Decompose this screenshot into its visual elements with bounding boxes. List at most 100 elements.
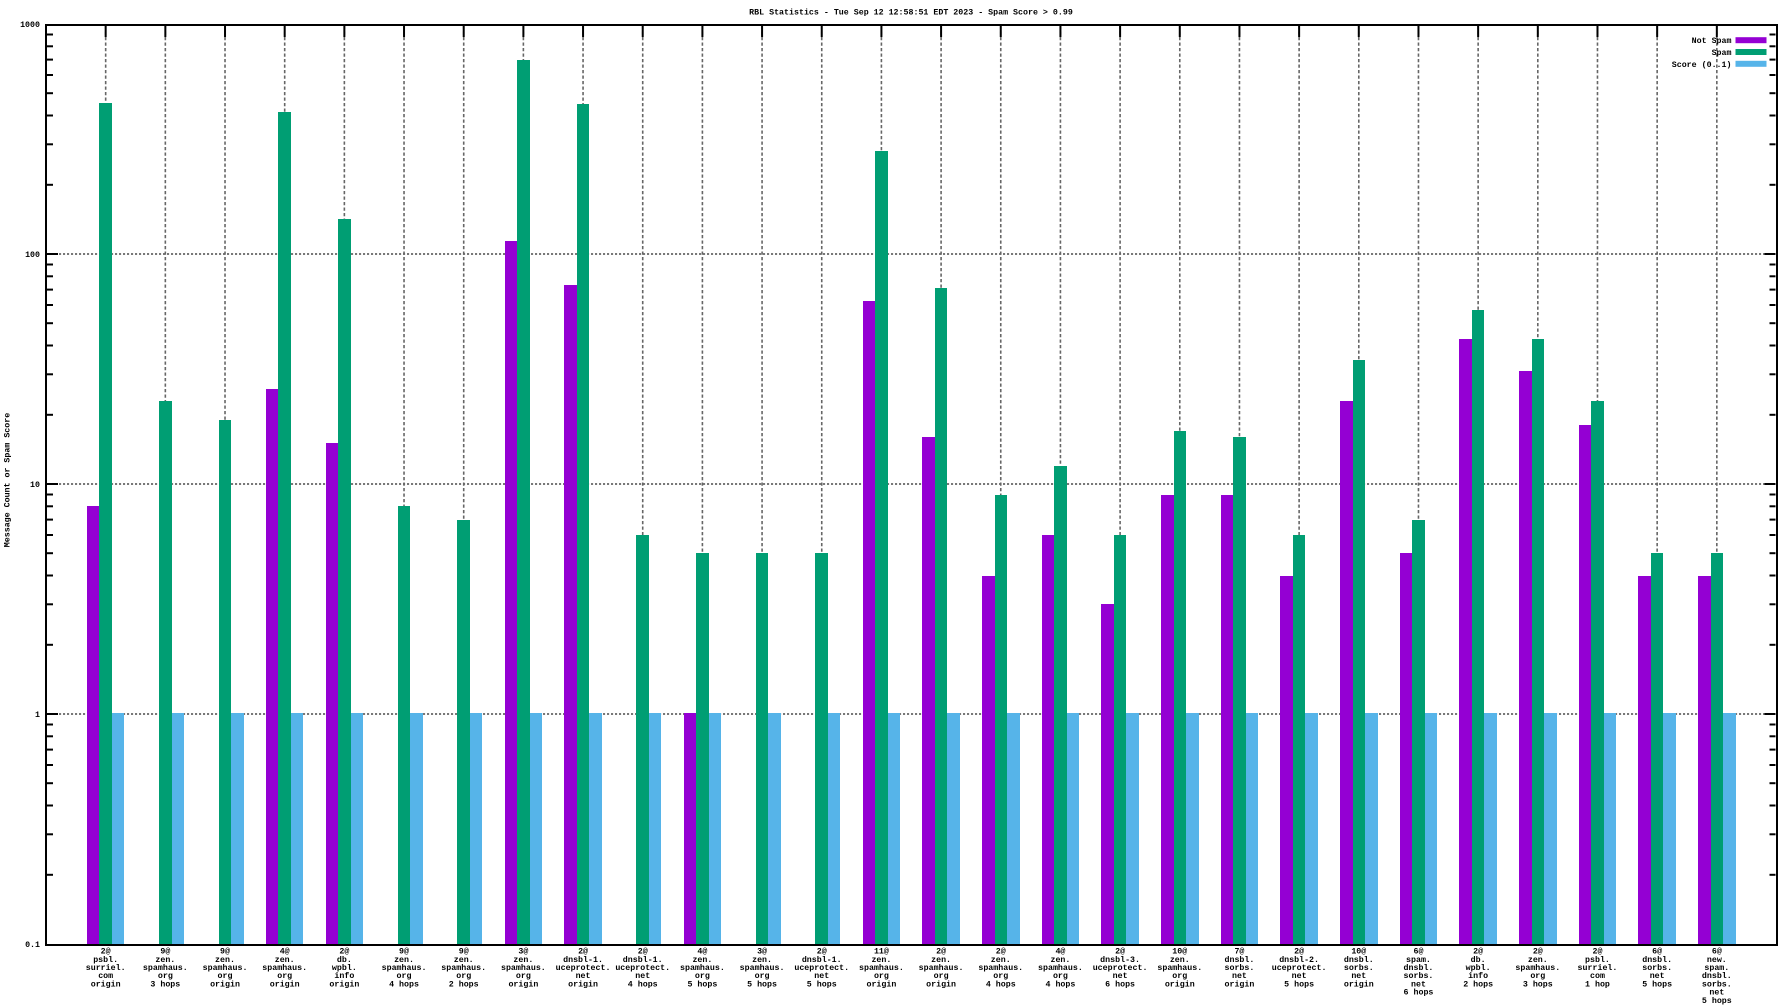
svg-text:spamhaus.: spamhaus. xyxy=(919,963,964,973)
svg-text:spamhaus.: spamhaus. xyxy=(203,963,248,973)
svg-text:6@: 6@ xyxy=(1413,947,1423,957)
svg-text:sorbs.: sorbs. xyxy=(1344,963,1374,973)
svg-text:6@: 6@ xyxy=(1652,947,1662,957)
svg-text:10: 10 xyxy=(30,481,40,490)
svg-text:zen.: zen. xyxy=(394,956,414,965)
svg-text:net: net xyxy=(814,972,829,981)
svg-text:info: info xyxy=(334,971,354,981)
svg-text:dnsbl-1.: dnsbl-1. xyxy=(623,955,663,965)
svg-text:5 hops: 5 hops xyxy=(687,979,717,989)
svg-text:zen.: zen. xyxy=(454,956,474,965)
svg-text:net: net xyxy=(1113,972,1128,981)
svg-text:db.: db. xyxy=(1471,955,1486,965)
svg-text:spamhaus.: spamhaus. xyxy=(1157,963,1202,973)
svg-text:10@: 10@ xyxy=(1351,947,1366,957)
svg-text:6 hops: 6 hops xyxy=(1404,988,1434,998)
svg-text:surriel.: surriel. xyxy=(1578,963,1618,973)
svg-text:org: org xyxy=(277,972,292,981)
svg-text:dnsbl.: dnsbl. xyxy=(1642,955,1672,965)
svg-text:new.: new. xyxy=(1707,956,1727,965)
svg-text:5 hops: 5 hops xyxy=(1642,979,1672,989)
svg-text:Message Count or Spam Score: Message Count or Spam Score xyxy=(4,413,13,547)
svg-text:zen.: zen. xyxy=(1170,956,1190,965)
svg-text:psbl.: psbl. xyxy=(1585,955,1610,965)
svg-text:2@: 2@ xyxy=(817,947,827,957)
svg-text:zen.: zen. xyxy=(692,956,712,965)
svg-text:zen.: zen. xyxy=(871,956,891,965)
svg-text:uceprotect.: uceprotect. xyxy=(615,964,670,973)
svg-text:com: com xyxy=(98,972,113,981)
svg-text:1: 1 xyxy=(35,711,40,720)
svg-text:org: org xyxy=(755,972,770,981)
svg-text:psbl.: psbl. xyxy=(93,955,118,965)
svg-text:2@: 2@ xyxy=(638,947,648,957)
svg-text:4 hops: 4 hops xyxy=(628,979,658,989)
svg-text:zen.: zen. xyxy=(991,956,1011,965)
svg-text:dnsbl-3.: dnsbl-3. xyxy=(1100,955,1140,965)
svg-text:4 hops: 4 hops xyxy=(389,979,419,989)
svg-text:3@: 3@ xyxy=(518,947,528,957)
svg-text:net: net xyxy=(1232,972,1247,981)
svg-text:4 hops: 4 hops xyxy=(1045,979,1075,989)
svg-text:db.: db. xyxy=(337,955,352,965)
svg-text:org: org xyxy=(158,972,173,981)
svg-text:origin: origin xyxy=(1165,979,1195,989)
svg-text:dnsbl.: dnsbl. xyxy=(1344,955,1374,965)
svg-text:zen.: zen. xyxy=(1050,956,1070,965)
svg-text:net: net xyxy=(1411,980,1426,989)
svg-text:10@: 10@ xyxy=(1172,947,1187,957)
svg-text:spam.: spam. xyxy=(1704,964,1729,973)
svg-text:2 hops: 2 hops xyxy=(1463,979,1493,989)
svg-text:5 hops: 5 hops xyxy=(1702,996,1732,1006)
svg-text:Not Spam: Not Spam xyxy=(1692,37,1732,46)
svg-text:Score (0..1): Score (0..1) xyxy=(1672,60,1732,70)
svg-text:spamhaus.: spamhaus. xyxy=(859,963,904,973)
svg-text:net: net xyxy=(1650,972,1665,981)
svg-text:info: info xyxy=(1468,971,1488,981)
svg-text:spamhaus.: spamhaus. xyxy=(978,963,1023,973)
svg-text:org: org xyxy=(218,972,233,981)
svg-text:Spam: Spam xyxy=(1712,49,1732,58)
svg-text:dnsbl-1.: dnsbl-1. xyxy=(802,955,842,965)
svg-text:uceprotect.: uceprotect. xyxy=(1093,964,1148,973)
svg-text:org: org xyxy=(397,972,412,981)
svg-text:7@: 7@ xyxy=(1234,947,1244,957)
svg-text:2@: 2@ xyxy=(339,947,349,957)
svg-text:org: org xyxy=(1172,972,1187,981)
svg-text:1000: 1000 xyxy=(20,21,40,30)
svg-text:sorbs.: sorbs. xyxy=(1404,971,1434,981)
svg-text:origin: origin xyxy=(866,979,896,989)
svg-text:origin: origin xyxy=(926,979,956,989)
svg-text:dnsbl.: dnsbl. xyxy=(1404,963,1434,973)
svg-text:dnsbl-1.: dnsbl-1. xyxy=(563,955,603,965)
svg-text:uceprotect.: uceprotect. xyxy=(1272,964,1327,973)
svg-text:2@: 2@ xyxy=(1473,947,1483,957)
svg-text:origin: origin xyxy=(568,979,598,989)
svg-text:wpbl.: wpbl. xyxy=(1466,963,1491,973)
svg-text:100: 100 xyxy=(25,251,40,260)
svg-text:sorbs.: sorbs. xyxy=(1702,979,1732,989)
svg-text:zen.: zen. xyxy=(513,956,533,965)
svg-text:org: org xyxy=(874,972,889,981)
svg-text:0.1: 0.1 xyxy=(25,941,40,950)
svg-text:origin: origin xyxy=(1344,979,1374,989)
svg-text:zen.: zen. xyxy=(931,956,951,965)
svg-text:spamhaus.: spamhaus. xyxy=(1038,963,1083,973)
svg-text:origin: origin xyxy=(270,979,300,989)
svg-text:2@: 2@ xyxy=(101,947,111,957)
svg-text:9@: 9@ xyxy=(220,947,230,957)
svg-text:spamhaus.: spamhaus. xyxy=(441,963,486,973)
svg-text:org: org xyxy=(695,972,710,981)
svg-text:1 hop: 1 hop xyxy=(1585,979,1610,989)
svg-text:origin: origin xyxy=(1225,979,1255,989)
svg-text:zen.: zen. xyxy=(215,956,235,965)
svg-text:spamhaus.: spamhaus. xyxy=(680,963,725,973)
svg-text:6 hops: 6 hops xyxy=(1105,979,1135,989)
svg-text:zen.: zen. xyxy=(752,956,772,965)
svg-text:9@: 9@ xyxy=(459,947,469,957)
svg-text:net: net xyxy=(1709,989,1724,998)
svg-text:11@: 11@ xyxy=(874,947,889,957)
svg-text:3@: 3@ xyxy=(757,947,767,957)
svg-text:dnsbl.: dnsbl. xyxy=(1702,971,1732,981)
svg-text:2@: 2@ xyxy=(578,947,588,957)
